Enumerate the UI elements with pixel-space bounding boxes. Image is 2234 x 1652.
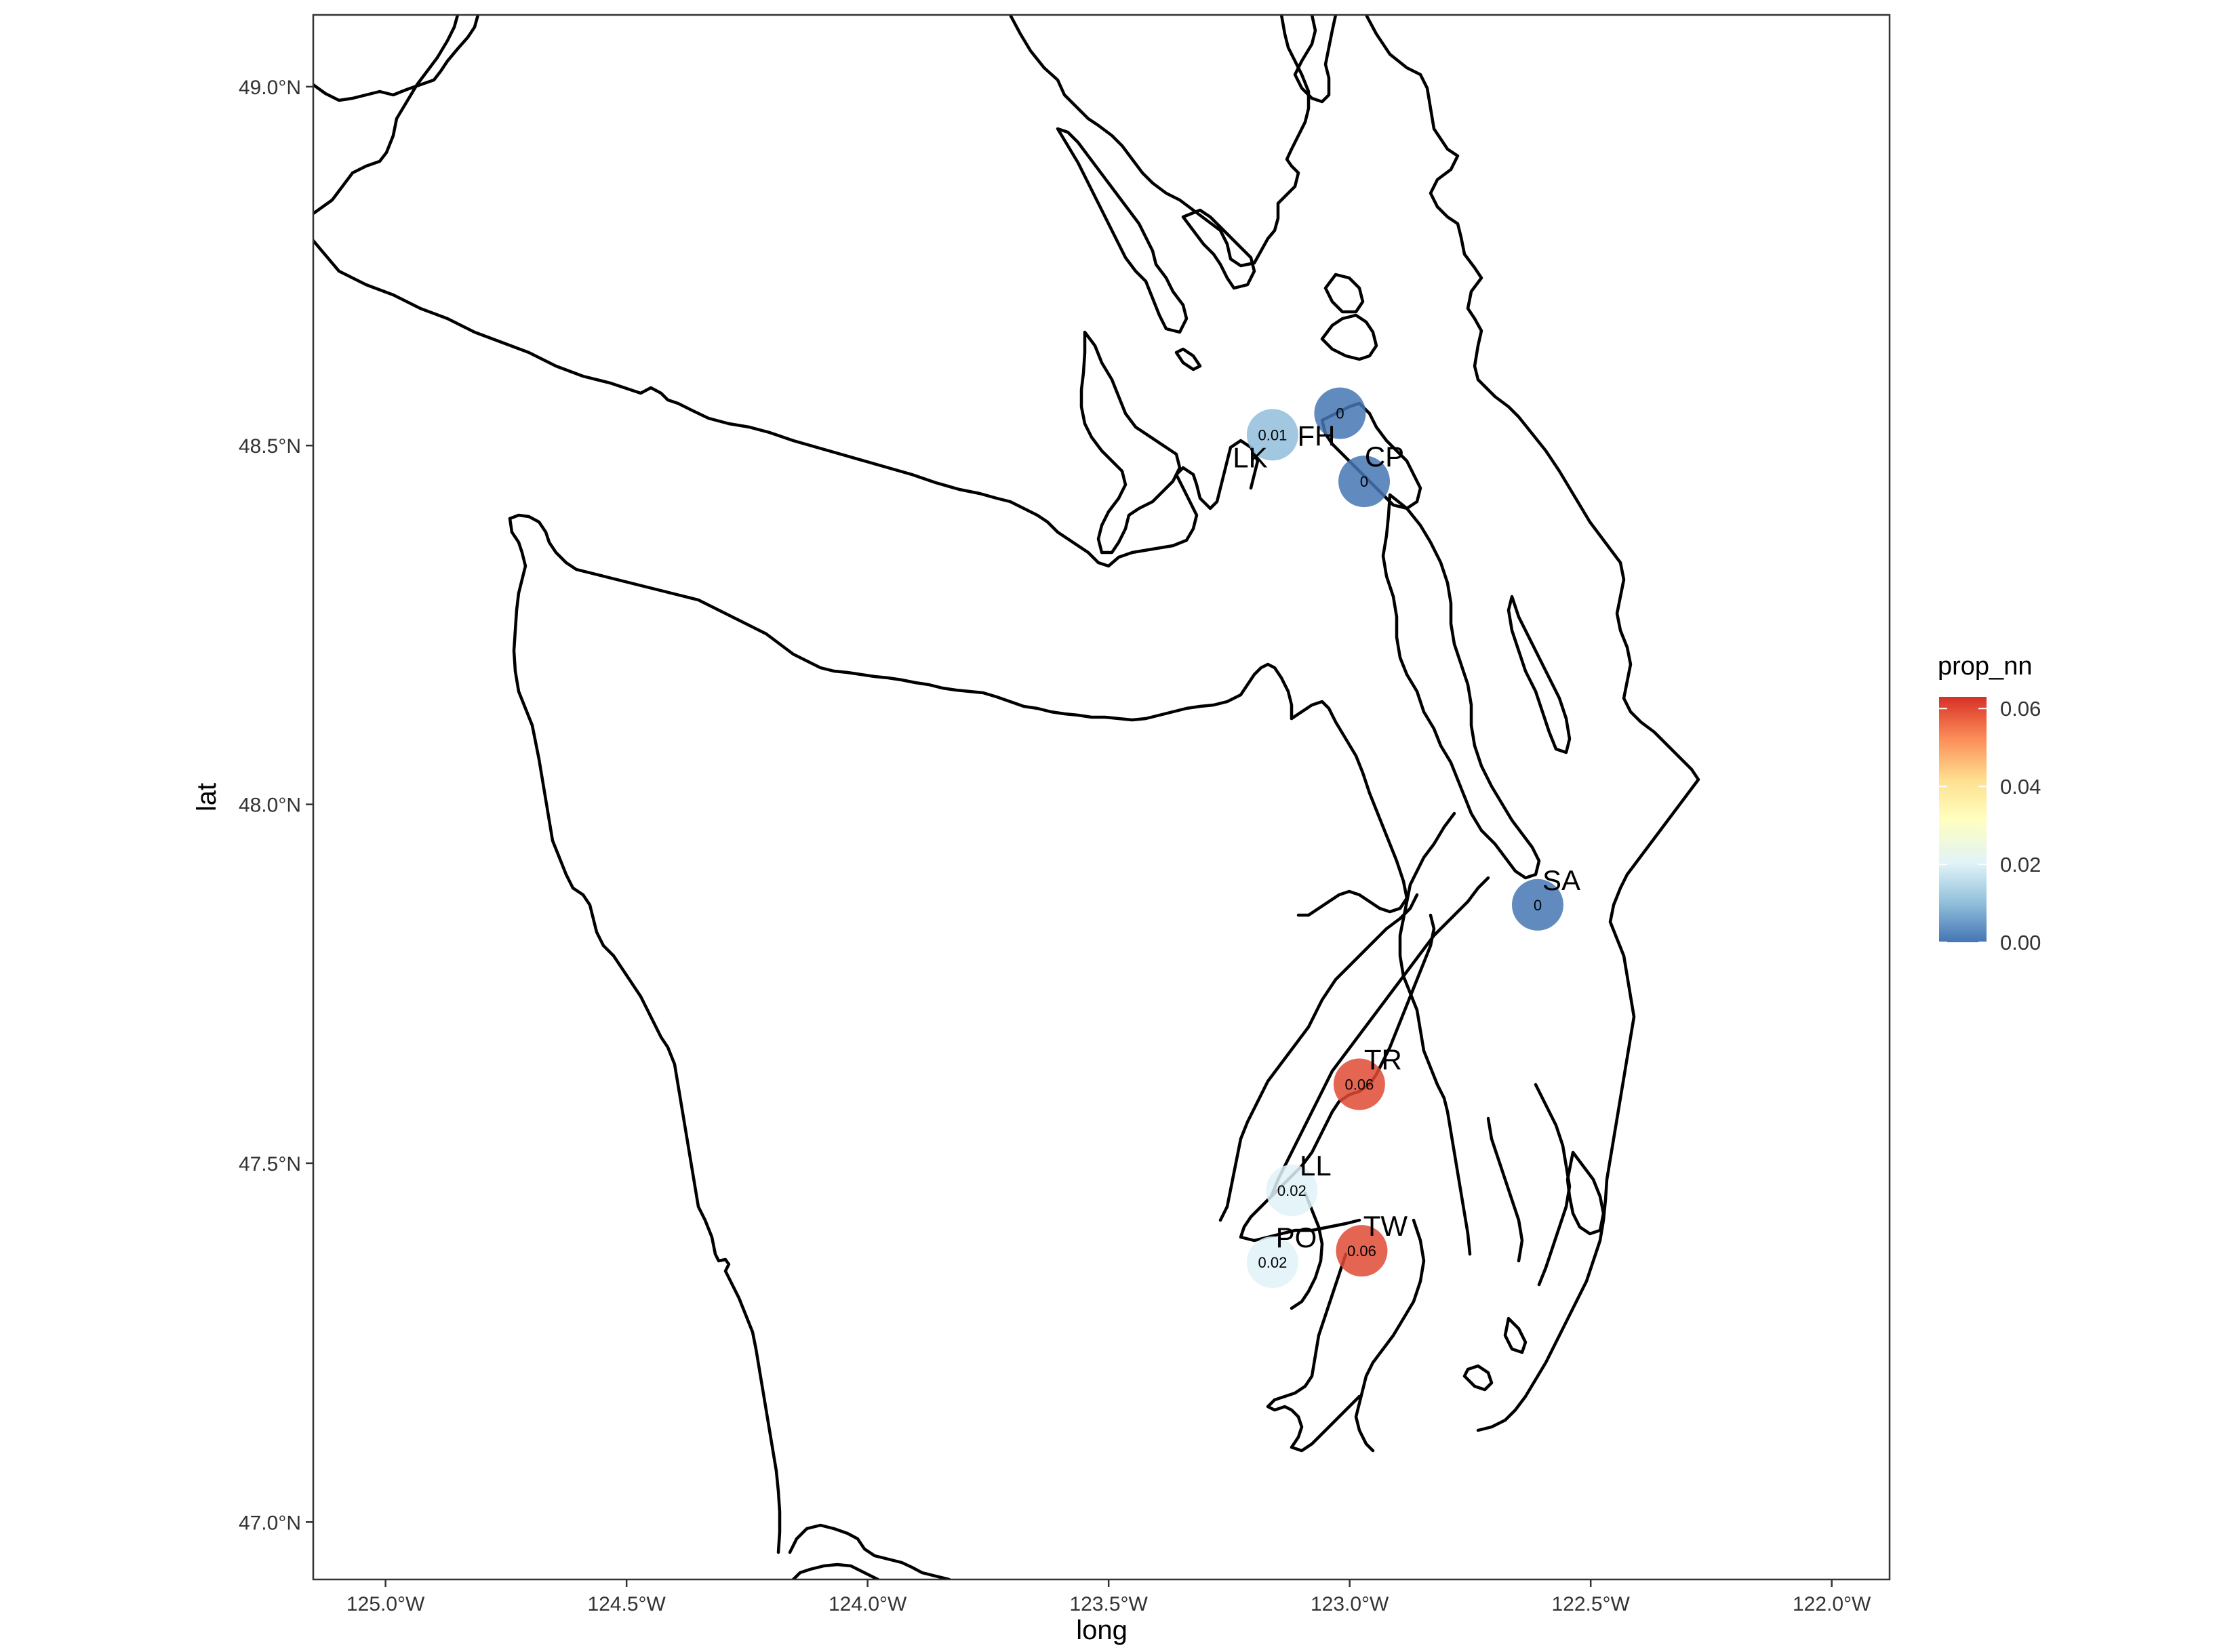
x-tick-label: 122.5°W — [1551, 1593, 1630, 1615]
legend-tick-label: 0.02 — [2000, 853, 2041, 877]
y-tick-label: 47.5°N — [239, 1153, 301, 1175]
site-name-label: TR — [1364, 1043, 1402, 1075]
x-tick-label: 124.5°W — [587, 1593, 666, 1615]
x-tick-label: 122.0°W — [1793, 1593, 1871, 1615]
coastline-eld-inlet — [1290, 1191, 1324, 1310]
y-axis-title: lat — [192, 783, 222, 811]
coastline-layer — [313, 15, 1700, 1579]
coastline-camano-island — [1507, 595, 1572, 754]
site-name-label: LK — [1233, 441, 1267, 473]
x-tick-label: 123.0°W — [1311, 1593, 1389, 1615]
site-value-label: 0.06 — [1344, 1076, 1374, 1093]
legend-tick-label: 0.04 — [2000, 775, 2041, 799]
coastline-vashon-island — [1565, 1150, 1605, 1236]
coastline-guemes-island — [1323, 273, 1365, 314]
y-axis: 47.0°N 47.5°N 48.0°N 48.5°N 49.0°N — [239, 77, 313, 1534]
color-legend: prop_nn 0.00 0.02 0.04 0.06 — [1938, 652, 2041, 954]
coastline-whidbey-island — [1381, 493, 1541, 880]
legend-title: prop_nn — [1938, 652, 2032, 681]
coastline-strait-juan-de-fuca-south — [508, 513, 1294, 722]
site-point-tr — [1333, 1058, 1385, 1110]
coastline-small-islands-north — [1174, 313, 1378, 371]
coastline-mainland-north — [1364, 15, 1497, 399]
site-points: 0.01 0 0 0 0.06 0.02 0.02 0.06 — [1246, 387, 1563, 1289]
legend-tick-label: 0.00 — [2000, 931, 2041, 954]
coastline-canada-mainland — [1008, 15, 1311, 268]
plot-panel-border — [312, 14, 1891, 1581]
site-name-label: FH — [1297, 420, 1335, 452]
coastline-orcas-island — [1181, 208, 1256, 290]
coastline-columbia-river-north — [791, 1563, 880, 1579]
y-tick-label: 48.5°N — [239, 435, 301, 458]
coastline-kitsap-peninsula — [1398, 811, 1472, 1256]
x-tick-label: 125.0°W — [346, 1593, 425, 1615]
site-name-label: LL — [1300, 1150, 1332, 1182]
site-value-label: 0 — [1336, 405, 1344, 422]
y-tick-label: 48.0°N — [239, 794, 301, 817]
site-name-label: PO — [1276, 1222, 1317, 1253]
coastline-hood-canal-east — [1218, 893, 1419, 1222]
coastline-olympic-peninsula — [508, 517, 782, 1554]
coastline-vancouver-island-south — [313, 15, 460, 216]
coastline-south-sound-islands — [1462, 1316, 1528, 1392]
y-tick-label: 47.0°N — [239, 1512, 301, 1534]
site-name-label: TW — [1363, 1210, 1408, 1242]
coastline-lopez-island — [1079, 330, 1182, 555]
coastline-columbia-river — [788, 1523, 951, 1579]
site-point-sa — [1511, 879, 1563, 931]
site-name-label: SA — [1542, 864, 1580, 896]
legend-colorbar — [1939, 697, 1987, 942]
coastline-hood-canal-west — [1290, 700, 1409, 917]
site-value-label: 0 — [1534, 897, 1542, 914]
coastline-san-juan-island — [1056, 127, 1189, 334]
site-point-tw — [1336, 1225, 1388, 1277]
x-axis-title: long — [1076, 1615, 1128, 1645]
coastline-east-mainland — [1476, 395, 1700, 1432]
site-value-label: 0.01 — [1258, 426, 1287, 443]
site-value-label: 0.02 — [1277, 1182, 1307, 1199]
coastline-case-inlet — [1354, 1218, 1426, 1453]
y-tick-label: 49.0°N — [239, 77, 301, 99]
site-point-ll — [1266, 1165, 1318, 1217]
x-tick-label: 124.0°W — [829, 1593, 907, 1615]
x-tick-label: 123.5°W — [1069, 1593, 1148, 1615]
coastline-hood-canal-inner — [1239, 913, 1436, 1243]
site-point-lk — [1246, 409, 1298, 461]
site-labels: LK FH CP SA TR LL PO TW — [1233, 420, 1580, 1253]
x-axis: 125.0°W 124.5°W 124.0°W 123.5°W 123.0°W 122.5… — [346, 1579, 1871, 1615]
coastline-strait-juan-de-fuca-north — [313, 239, 1260, 568]
legend-tick-label: 0.06 — [2000, 697, 2041, 721]
site-value-label: 0 — [1360, 473, 1368, 490]
coastline-carr-inlet — [1534, 1083, 1572, 1287]
coastline-hammersley-inlet — [1486, 1116, 1524, 1263]
site-value-label: 0.02 — [1258, 1254, 1287, 1271]
coastline-vancouver-island-shore — [313, 15, 480, 102]
site-value-label: 0.06 — [1347, 1243, 1376, 1260]
site-point-cp — [1338, 456, 1390, 508]
legend-ticks: 0.00 0.02 0.04 0.06 — [1939, 697, 2041, 954]
site-point-po — [1246, 1236, 1298, 1289]
coastline-totten-inlet — [1266, 1252, 1361, 1453]
coastline-mainland-inlet — [1293, 15, 1338, 104]
site-name-label: CP — [1365, 441, 1404, 472]
coastline-puget-sound-south-arm — [1269, 876, 1490, 1198]
site-point-fh — [1314, 387, 1366, 439]
